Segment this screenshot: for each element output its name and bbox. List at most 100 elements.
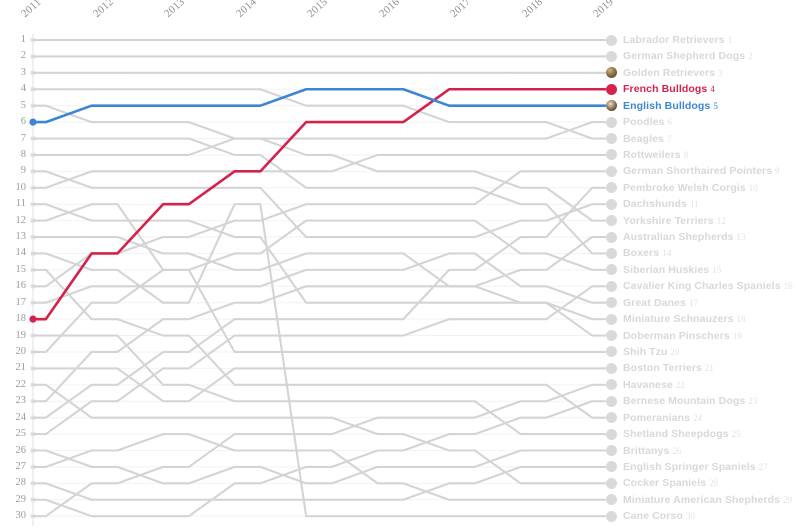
legend-avatar-icon	[606, 412, 617, 424]
legend-item-rank: 22	[675, 379, 685, 390]
series-start-dot	[29, 118, 37, 126]
legend-item[interactable]: Pembroke Welsh Corgis 10	[606, 180, 758, 196]
y-axis-tick-12: 12	[15, 214, 27, 226]
legend-item[interactable]: English Bulldogs 5	[606, 98, 718, 114]
y-axis-tick-6: 6	[20, 116, 26, 128]
legend-item-rank: 24	[693, 412, 703, 423]
legend-item-label: Rottweilers	[623, 148, 681, 161]
series-line	[31, 137, 607, 255]
legend-item[interactable]: Dachshunds 11	[606, 196, 699, 212]
legend-avatar-icon	[606, 100, 617, 112]
legend-item-rank: 19	[732, 330, 742, 341]
legend-item-label: Australian Shepherds	[623, 231, 734, 244]
y-axis-tick-5: 5	[20, 99, 26, 111]
series-line	[31, 235, 607, 337]
legend-item[interactable]: French Bulldogs 4	[606, 81, 715, 97]
y-axis-tick-30: 30	[15, 510, 27, 522]
legend-item-rank: 30	[685, 511, 695, 522]
legend-avatar-icon	[606, 461, 617, 473]
legend-item[interactable]: Poodles 6	[606, 114, 672, 130]
y-axis-tick-1: 1	[20, 34, 26, 45]
legend-item[interactable]: Havanese 22	[606, 377, 685, 393]
y-axis-tick-10: 10	[15, 181, 27, 193]
legend-avatar-icon	[606, 198, 617, 210]
legend-avatar-icon	[606, 395, 617, 407]
legend-item[interactable]: Beagles 7	[606, 131, 671, 147]
legend-item-rank: 7	[666, 133, 672, 144]
legend-item-rank: 21	[704, 363, 714, 374]
legend-avatar-icon	[606, 280, 617, 292]
legend-item[interactable]: Great Danes 17	[606, 295, 698, 311]
legend-item-rank: 25	[731, 429, 741, 440]
legend-item-label: Boxers	[623, 247, 660, 260]
legend-item[interactable]: German Shorthaired Pointers 9	[606, 163, 780, 179]
legend-item-label: Pomeranians	[623, 411, 691, 424]
legend-avatar-icon	[606, 264, 617, 276]
legend-item-rank: 4	[710, 84, 715, 95]
legend-item-label: Boston Terriers	[623, 362, 702, 375]
legend-item[interactable]: Yorkshire Terriers 12	[606, 213, 726, 229]
legend-item[interactable]: Shih Tzu 20	[606, 344, 680, 360]
y-axis-tick-27: 27	[15, 460, 27, 472]
legend-item[interactable]: Cavalier King Charles Spaniels 16	[606, 278, 793, 294]
legend-avatar-icon	[606, 215, 617, 227]
legend-item-rank: 1	[727, 35, 733, 45]
legend-item-label: French Bulldogs	[623, 83, 708, 96]
legend-item[interactable]: Bernese Mountain Dogs 23	[606, 393, 757, 409]
legend-item-rank: 9	[775, 166, 780, 177]
legend-item-rank: 15	[712, 264, 722, 275]
legend-item[interactable]: Australian Shepherds 13	[606, 229, 746, 245]
legend-avatar-icon	[606, 165, 617, 177]
series-line	[31, 433, 607, 501]
legend-item-label: Miniature Schnauzers	[623, 313, 734, 326]
legend-item[interactable]: Cocker Spaniels 28	[606, 475, 718, 491]
legend-avatar-icon	[606, 330, 617, 342]
legend-item-label: Cane Corso	[623, 510, 683, 523]
legend-item[interactable]: Miniature Schnauzers 18	[606, 311, 746, 327]
legend-avatar-icon	[606, 428, 617, 440]
legend-item[interactable]: Cane Corso 30	[606, 508, 695, 524]
y-axis-tick-23: 23	[15, 395, 27, 407]
legend-item[interactable]: Rottweilers 8	[606, 147, 688, 163]
legend-avatar-icon	[606, 346, 617, 358]
legend-item[interactable]: Siberian Huskies 15	[606, 262, 721, 278]
y-axis-tick-15: 15	[15, 263, 27, 275]
series-line	[31, 383, 607, 485]
legend-item[interactable]: Golden Retrievers 3	[606, 65, 723, 81]
legend-item-rank: 29	[783, 494, 793, 505]
legend-item[interactable]: Pomeranians 24	[606, 410, 702, 426]
legend-item[interactable]: Miniature American Shepherds 29	[606, 492, 792, 508]
series-line	[31, 153, 607, 189]
legend-item-label: English Springer Spaniels	[623, 460, 756, 473]
legend-item-rank: 11	[690, 199, 699, 210]
legend-item[interactable]: Boston Terriers 21	[606, 360, 714, 376]
y-axis-tick-26: 26	[15, 444, 27, 456]
series-line	[31, 88, 607, 140]
series-line	[31, 203, 607, 518]
legend-item-label: Cocker Spaniels	[623, 477, 707, 490]
legend-item-label: Siberian Huskies	[623, 263, 710, 276]
series-line	[31, 121, 607, 156]
series-line	[31, 285, 607, 436]
legend-item[interactable]: Labrador Retrievers 1	[606, 32, 732, 48]
legend-avatar-icon	[606, 477, 617, 489]
legend-item-label: Labrador Retrievers	[623, 34, 725, 46]
legend-avatar-icon	[606, 510, 617, 522]
legend-item[interactable]: German Shepherd Dogs 2	[606, 48, 753, 64]
legend-avatar-icon	[606, 149, 617, 161]
legend-item[interactable]: Brittanys 26	[606, 443, 681, 459]
y-axis-tick-29: 29	[15, 493, 27, 505]
legend-item-rank: 23	[748, 396, 758, 407]
y-axis-tick-4: 4	[20, 83, 26, 95]
legend-item[interactable]: English Springer Spaniels 27	[606, 459, 768, 475]
legend-avatar-icon	[606, 182, 617, 194]
legend-item[interactable]: Boxers 14	[606, 245, 671, 261]
legend-item-label: Poodles	[623, 116, 665, 129]
legend-item[interactable]: Doberman Pinschers 19	[606, 328, 742, 344]
legend-item[interactable]: Shetland Sheepdogs 25	[606, 426, 741, 442]
legend-item-label: German Shepherd Dogs	[623, 50, 746, 63]
legend-item-label: Dachshunds	[623, 198, 688, 211]
highlighted-series-lines	[31, 87, 607, 321]
legend-avatar-icon	[606, 34, 617, 46]
